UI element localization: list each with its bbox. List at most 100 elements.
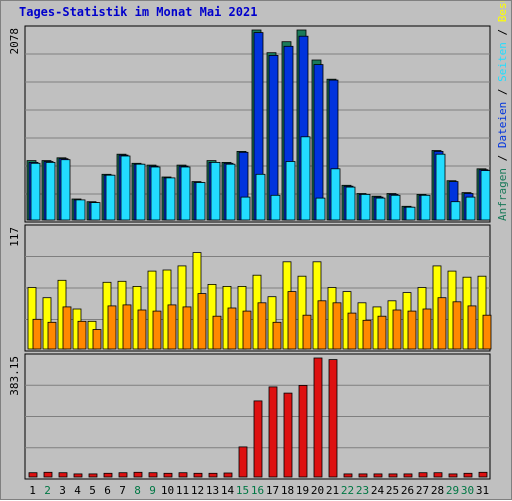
bar-volumen — [418, 472, 428, 478]
x-tick-label: 21 — [326, 484, 339, 497]
bar-rechner — [152, 310, 162, 350]
bar-volumen — [403, 473, 413, 478]
bar-rechner — [392, 309, 402, 350]
x-tick-label: 29 — [446, 484, 459, 497]
legend-item: Anfragen — [496, 168, 509, 221]
bar-rechner — [317, 300, 327, 350]
bar-besuche — [27, 287, 37, 350]
bar-seiten — [180, 166, 191, 221]
bar-seiten — [330, 168, 341, 221]
x-tick-label: 13 — [206, 484, 219, 497]
bar-rechner — [272, 321, 282, 350]
bar-volumen — [448, 473, 458, 478]
bar-besuche — [477, 275, 487, 350]
x-tick-label: 31 — [476, 484, 489, 497]
bar-volumen — [118, 472, 128, 478]
bar-seiten — [135, 163, 146, 221]
x-tick-label: 19 — [296, 484, 309, 497]
bar-volumen — [28, 472, 38, 478]
bar-volumen — [208, 472, 218, 478]
bar-seiten — [195, 182, 206, 221]
bar-volumen — [283, 392, 293, 478]
bar-rechner — [332, 302, 342, 350]
bar-volumen — [253, 400, 263, 478]
bar-dateien — [313, 64, 324, 221]
bar-besuche — [147, 270, 157, 350]
bar-rechner — [452, 301, 462, 350]
x-tick-label: 8 — [134, 484, 141, 497]
x-tick-label: 16 — [251, 484, 264, 497]
x-tick-label: 30 — [461, 484, 474, 497]
x-tick-label: 11 — [176, 484, 189, 497]
bar-volumen — [148, 472, 158, 478]
bar-rechner — [122, 304, 132, 350]
bar-rechner — [62, 306, 72, 350]
bar-volumen — [298, 384, 308, 478]
y-max-label: 383.15 — [8, 356, 21, 396]
bar-seiten — [45, 161, 56, 221]
bar-seiten — [75, 199, 86, 221]
bar-rechner — [257, 302, 267, 350]
bar-seiten — [435, 153, 446, 221]
bar-volumen — [343, 473, 353, 478]
bar-rechner — [482, 314, 492, 350]
bar-volumen — [223, 472, 233, 478]
bar-volumen — [463, 472, 473, 478]
legend-item: Seiten — [496, 42, 509, 82]
bar-rechner — [287, 291, 297, 350]
bar-volumen — [133, 471, 143, 478]
bar-rechner — [227, 307, 237, 350]
x-tick-label: 24 — [371, 484, 385, 497]
bar-seiten — [450, 201, 461, 221]
bar-rechner — [197, 293, 207, 350]
x-tick-label: 1 — [29, 484, 36, 497]
bar-seiten — [90, 202, 101, 221]
bar-seiten — [300, 136, 311, 221]
x-tick-label: 17 — [266, 484, 279, 497]
x-tick-label: 12 — [191, 484, 204, 497]
bar-volumen — [358, 473, 368, 478]
x-tick-label: 28 — [431, 484, 444, 497]
bar-seiten — [390, 194, 401, 221]
x-tick-label: 27 — [416, 484, 429, 497]
bar-rechner — [167, 304, 177, 350]
legend-item: Besuche — [496, 1, 509, 22]
bar-rechner — [407, 310, 417, 350]
bar-seiten — [255, 173, 266, 221]
bar-volumen — [163, 472, 173, 478]
bar-seiten — [345, 186, 356, 221]
y-max-label: 117 — [8, 227, 21, 247]
bar-seiten — [420, 194, 431, 221]
bar-volumen — [103, 472, 113, 478]
bar-volumen — [178, 472, 188, 478]
bar-rechner — [347, 312, 357, 350]
x-tick-label: 15 — [236, 484, 249, 497]
y-max-label: 2078 — [8, 28, 21, 55]
bar-volumen — [43, 471, 53, 478]
bar-rechner — [377, 315, 387, 350]
legend-item: / — [496, 148, 509, 168]
x-tick-label: 22 — [341, 484, 354, 497]
bar-seiten — [480, 170, 491, 221]
bar-volumen — [328, 359, 338, 478]
x-tick-label: 26 — [401, 484, 414, 497]
bar-seiten — [270, 194, 281, 221]
bar-seiten — [225, 163, 236, 221]
bar-seiten — [150, 166, 161, 221]
legend-item: Dateien — [496, 102, 509, 148]
x-tick-label: 7 — [119, 484, 126, 497]
bar-seiten — [285, 161, 296, 221]
x-tick-label: 20 — [311, 484, 324, 497]
x-tick-label: 18 — [281, 484, 294, 497]
bar-rechner — [182, 306, 192, 350]
chart-title: Tages-Statistik im Monat Mai 2021 — [19, 5, 258, 19]
bar-rechner — [362, 319, 372, 350]
bar-seiten — [360, 193, 371, 221]
legend-item: / — [496, 22, 509, 42]
bar-volumen — [388, 473, 398, 478]
x-tick-label: 10 — [161, 484, 174, 497]
bar-seiten — [30, 162, 41, 221]
bar-seiten — [315, 197, 326, 221]
